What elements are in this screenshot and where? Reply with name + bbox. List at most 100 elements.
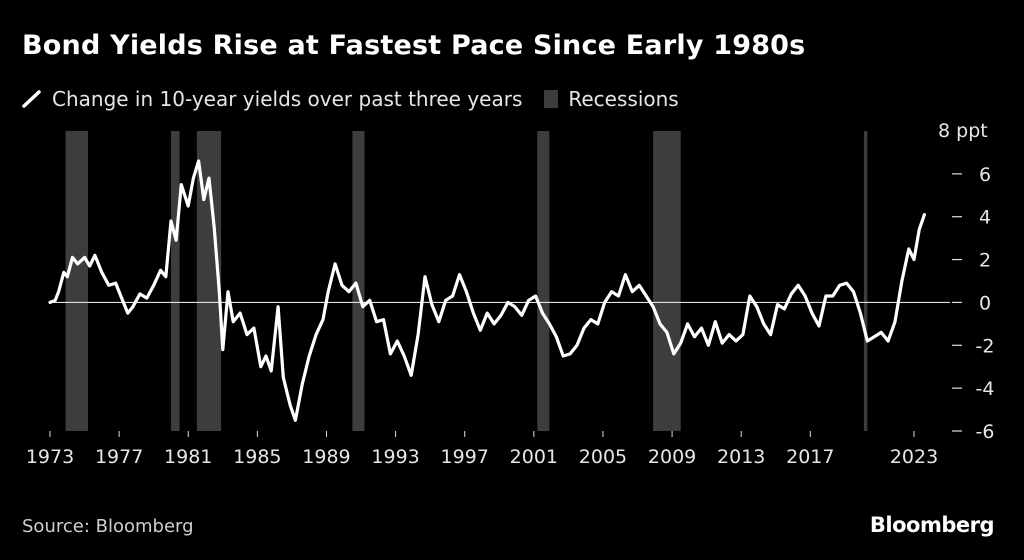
data-point xyxy=(562,355,565,357)
data-point xyxy=(100,271,103,274)
data-point xyxy=(66,275,69,278)
data-point xyxy=(88,265,91,267)
data-point xyxy=(707,344,710,347)
data-point xyxy=(289,404,292,407)
data-point xyxy=(361,305,364,308)
data-point xyxy=(54,299,57,302)
data-point xyxy=(192,177,195,180)
data-point xyxy=(596,322,599,325)
data-point xyxy=(576,344,578,347)
data-point xyxy=(107,284,110,287)
data-point xyxy=(375,320,378,323)
data-point xyxy=(227,290,229,293)
data-point xyxy=(762,322,765,325)
data-point xyxy=(534,295,537,297)
data-point xyxy=(322,318,324,321)
data-point xyxy=(472,312,475,315)
data-point xyxy=(208,177,210,180)
data-point xyxy=(728,333,731,336)
data-point xyxy=(424,275,426,278)
data-point xyxy=(811,312,813,315)
x-axis: 1973 1977 1981 1985 1989 1993 1997 2001 2005 2009… xyxy=(26,431,938,468)
data-point xyxy=(246,333,248,336)
data-point xyxy=(152,284,155,287)
y-tick-label: 8 ppt xyxy=(938,120,988,142)
y-tick-label: -2 xyxy=(976,335,995,357)
data-point xyxy=(382,318,385,321)
data-point xyxy=(354,282,357,285)
data-point xyxy=(348,290,350,293)
data-point xyxy=(859,312,862,315)
x-tick-label: 1981 xyxy=(164,446,212,468)
line-chart: 1973 1977 1981 1985 1989 1993 1997 2001 2005 2009… xyxy=(26,120,995,468)
data-point xyxy=(603,301,606,304)
data-point xyxy=(555,335,558,338)
data-point xyxy=(748,295,751,297)
data-point xyxy=(334,262,337,265)
data-point xyxy=(631,290,634,293)
data-point xyxy=(818,325,820,327)
data-point xyxy=(71,256,74,259)
legend: Change in 10-year yields over past three… xyxy=(22,86,701,112)
legend-item-yield-change: Change in 10-year yields over past three… xyxy=(22,87,522,111)
data-point xyxy=(114,282,117,285)
data-point xyxy=(721,342,724,345)
data-point xyxy=(831,295,834,297)
data-point xyxy=(458,273,461,276)
data-point xyxy=(253,327,255,330)
data-point xyxy=(259,365,262,368)
data-point xyxy=(308,355,311,357)
data-point xyxy=(202,198,205,201)
legend-label-yield-change: Change in 10-year yields over past three… xyxy=(52,87,523,111)
recession-bands xyxy=(65,131,868,431)
data-point xyxy=(824,295,827,297)
data-point xyxy=(652,305,654,308)
data-point xyxy=(672,352,675,355)
y-tick-label: 6 xyxy=(979,164,991,186)
data-point xyxy=(887,340,889,342)
data-point xyxy=(569,352,572,355)
recession-band-6 xyxy=(863,131,868,431)
data-point xyxy=(880,331,883,334)
data-point xyxy=(493,322,495,325)
data-point xyxy=(451,295,454,297)
data-point xyxy=(742,333,744,336)
x-tick-label: 2017 xyxy=(786,446,834,468)
data-point xyxy=(94,254,96,257)
data-point xyxy=(221,348,224,351)
bloomberg-logo: Bloomberg xyxy=(869,513,995,537)
data-point xyxy=(265,355,267,357)
data-point xyxy=(213,226,216,229)
data-point xyxy=(507,301,509,304)
series-layer xyxy=(48,159,927,422)
data-point xyxy=(270,370,273,372)
data-point xyxy=(901,280,903,282)
data-point xyxy=(617,295,620,297)
data-point xyxy=(62,271,65,274)
data-point xyxy=(175,239,178,242)
data-point xyxy=(430,303,433,306)
data-point xyxy=(437,320,440,323)
data-point xyxy=(541,312,544,315)
y-axis: 8 ppt 6 4 2 0 -2 -4 -6 xyxy=(938,120,994,443)
data-point xyxy=(645,295,648,297)
data-point xyxy=(301,382,304,385)
data-point xyxy=(894,320,896,323)
data-point xyxy=(132,305,134,308)
data-point xyxy=(417,333,419,336)
x-tick-label: 2001 xyxy=(510,446,558,468)
data-point xyxy=(119,295,122,297)
data-point xyxy=(187,205,190,207)
data-point xyxy=(907,247,910,250)
data-point xyxy=(57,290,60,293)
data-point xyxy=(918,228,921,231)
data-point xyxy=(465,290,468,293)
data-point xyxy=(665,331,668,334)
data-point xyxy=(410,374,413,377)
recession-band-5 xyxy=(653,131,681,431)
x-tick-label: 2009 xyxy=(648,446,696,468)
data-point xyxy=(479,329,482,332)
data-point xyxy=(638,284,641,287)
data-point xyxy=(218,290,221,293)
data-point xyxy=(239,312,241,315)
